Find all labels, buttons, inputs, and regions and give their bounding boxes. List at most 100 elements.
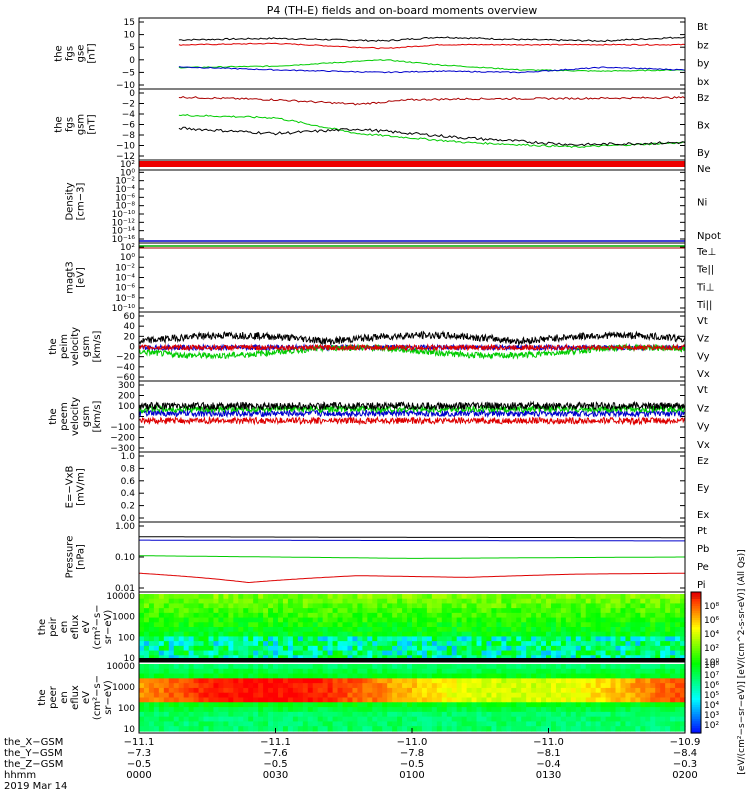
spectrogram-cell	[575, 617, 582, 623]
spectrogram-cell	[580, 707, 587, 713]
spectrogram-cell	[203, 641, 210, 647]
spectrogram-cell	[610, 645, 617, 652]
spectrogram-cell	[630, 608, 636, 614]
spectrogram-cell	[352, 707, 358, 713]
spectrogram-cell	[188, 627, 195, 633]
spectrogram-cell	[332, 598, 339, 605]
spectrogram-cell	[605, 697, 612, 703]
spectrogram-cell	[357, 603, 363, 609]
spectrogram-cell	[541, 692, 547, 699]
spectrogram-cell	[223, 726, 229, 732]
spectrogram-cell	[580, 636, 587, 642]
spectrogram-cell	[233, 655, 239, 661]
spectrogram-cell	[302, 711, 309, 718]
spectrogram-cell	[680, 668, 686, 675]
spectrogram-cell	[282, 711, 289, 718]
spectrogram-cell	[178, 692, 185, 699]
spectrogram-cell	[233, 622, 239, 628]
spectrogram-cell	[143, 641, 150, 647]
spectrogram-cell	[625, 702, 631, 708]
spectrogram-cell	[218, 673, 224, 679]
spectrogram-cell	[143, 692, 150, 699]
spectrogram-cell	[292, 707, 299, 713]
spectrogram-cell	[555, 622, 562, 628]
spectrogram-cell	[178, 645, 185, 652]
spectrogram-cell	[402, 608, 408, 614]
spectrogram-cell	[441, 650, 448, 656]
legend-bz: bz	[697, 40, 709, 51]
spectrogram-cell	[407, 716, 413, 723]
spectrogram-cell	[243, 598, 249, 605]
colorbar-step	[691, 686, 701, 689]
spectrogram-cell	[560, 673, 567, 679]
spectrogram-cell	[511, 631, 517, 638]
spectrogram-cell	[521, 668, 527, 675]
spectrogram-cell	[402, 641, 408, 647]
spectrogram-cell	[277, 598, 284, 605]
spectrogram-cell	[605, 687, 612, 694]
spectrogram-cell	[660, 683, 666, 689]
spectrogram-cell	[575, 594, 582, 600]
spectrogram-cell	[481, 702, 488, 708]
spectrogram-cell	[362, 603, 368, 609]
spectrogram-cell	[555, 608, 562, 614]
spectrogram-cell	[342, 655, 349, 661]
spectrogram-cell	[367, 692, 373, 699]
spectrogram-cell	[600, 697, 607, 703]
spectrogram-cell	[198, 687, 205, 694]
spectrogram-cell	[263, 617, 269, 623]
spectrogram-cell	[253, 627, 259, 633]
spectrogram-cell	[263, 692, 269, 699]
spectrogram-cell	[148, 603, 155, 609]
spectrogram-cell	[248, 603, 254, 609]
spectrogram-cell	[426, 721, 433, 727]
spectrogram-cell	[218, 627, 224, 633]
spectrogram-cell	[208, 645, 215, 652]
spectrogram-cell	[635, 655, 641, 661]
spectrogram-cell	[218, 716, 224, 723]
spectrogram-cell	[412, 603, 418, 609]
spectrogram-cell	[312, 664, 319, 670]
spectrogram-cell	[526, 668, 532, 675]
spectrogram-cell	[377, 641, 383, 647]
spectrogram-cell	[173, 683, 180, 689]
spectrogram-cell	[158, 594, 165, 600]
spectrogram-cell	[287, 598, 294, 605]
spectrogram-cell	[307, 716, 314, 723]
y-label-line: eflux	[70, 685, 81, 710]
spectrogram-cell	[670, 603, 676, 609]
spectrogram-cell	[491, 687, 497, 694]
spectrogram-cell	[312, 692, 319, 699]
colorbar-step	[691, 723, 701, 727]
spectrogram-cell	[575, 707, 582, 713]
spectrogram-cell	[501, 631, 507, 638]
spectrogram-cell	[436, 594, 443, 600]
spectrogram-cell	[536, 716, 542, 723]
spectrogram-cell	[456, 678, 463, 684]
spectrogram-cell	[248, 612, 254, 619]
spectrogram-cell	[600, 721, 607, 727]
spectrogram-cell	[461, 678, 468, 684]
spectrogram-cell	[635, 608, 641, 614]
spectrogram-cell	[357, 687, 363, 694]
spectrogram-cell	[441, 617, 448, 623]
spectrogram-cell	[268, 716, 274, 723]
spectrogram-cell	[655, 650, 661, 656]
spectrogram-cell	[317, 641, 324, 647]
y-label-line: [nPa]	[76, 544, 87, 570]
spectrogram-cell	[610, 668, 617, 675]
spectrogram-cell	[630, 721, 636, 727]
spectrogram-cell	[387, 622, 393, 628]
spectrogram-cell	[595, 612, 602, 619]
spectrogram-cell	[580, 726, 587, 732]
spectrogram-cell	[263, 707, 269, 713]
spectrogram-cell	[655, 617, 661, 623]
spectrogram-cell	[367, 636, 373, 642]
spectrogram-cell	[238, 650, 244, 656]
spectrogram-cell	[213, 716, 220, 723]
spectrogram-cell	[600, 673, 607, 679]
spectrogram-cell	[258, 655, 264, 661]
spectrogram-cell	[198, 702, 205, 708]
spectrogram-cell	[511, 711, 517, 718]
